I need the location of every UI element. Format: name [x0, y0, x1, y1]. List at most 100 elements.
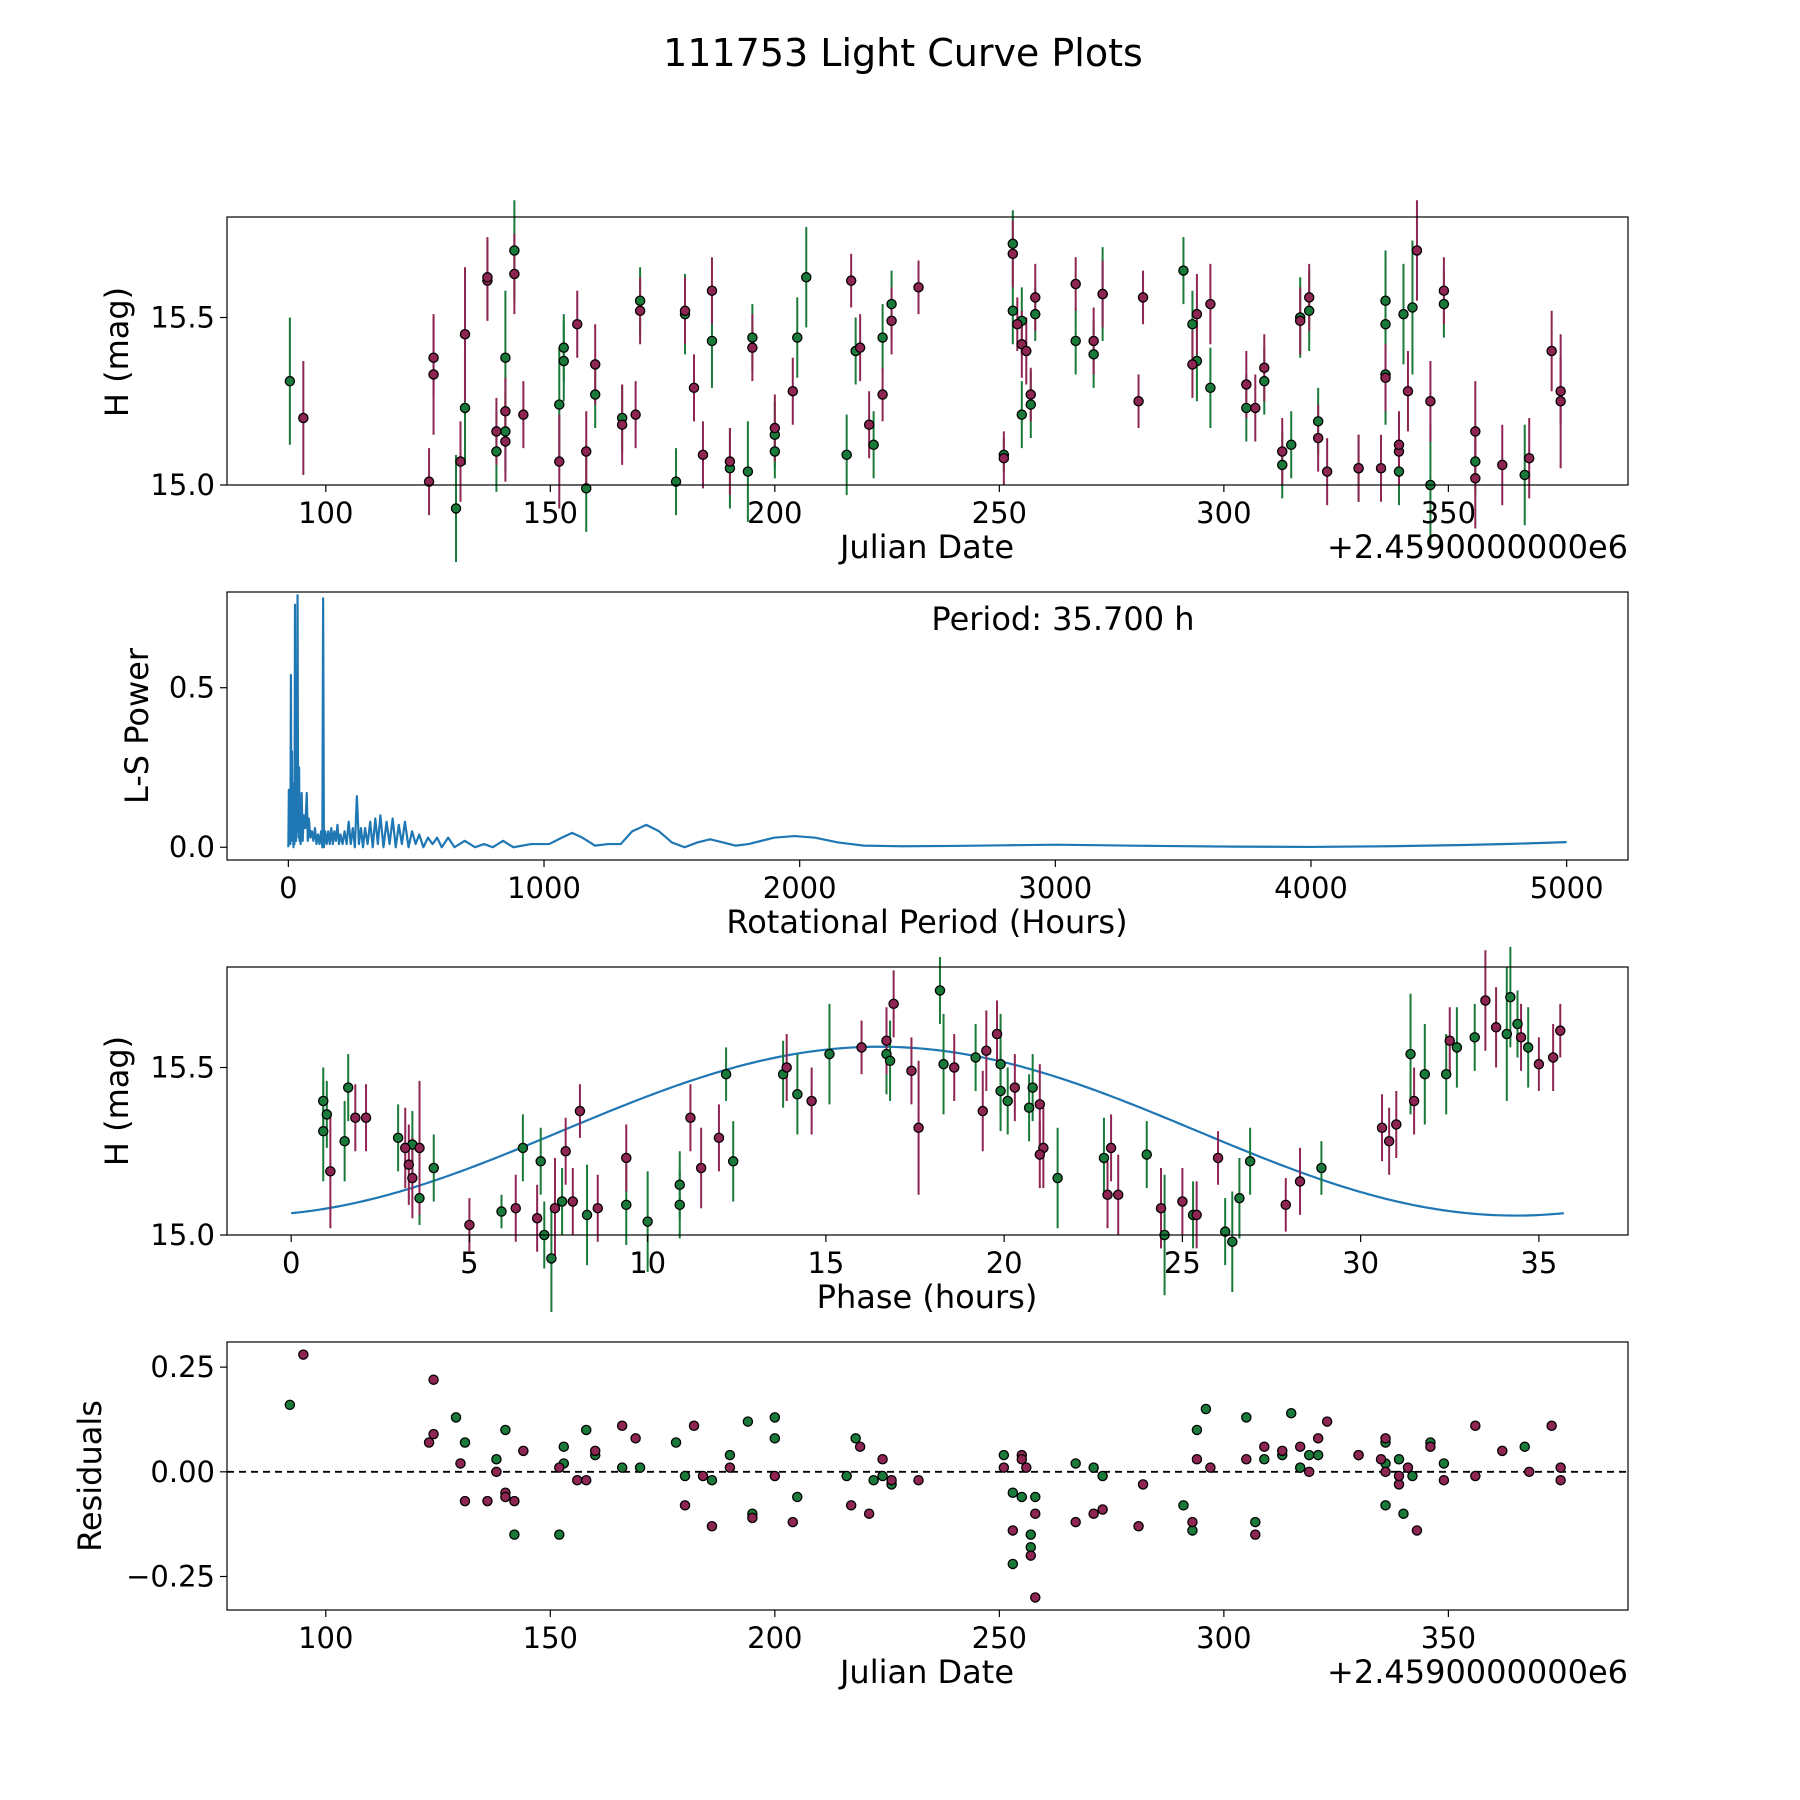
phased-point-green — [1316, 1162, 1327, 1174]
lightcurve-point-purple — [1137, 292, 1149, 303]
residuals-yticks: 0.25 0.00 −0.25 — [126, 1350, 227, 1594]
residuals-point-purple — [706, 1521, 718, 1532]
phased-point-purple — [695, 1162, 707, 1174]
residuals-point-purple — [854, 1441, 866, 1452]
residuals-point-purple — [554, 1462, 565, 1473]
residuals-point-purple — [298, 1349, 309, 1360]
phased-point-purple — [977, 1105, 989, 1117]
residuals-frame — [226, 1341, 1629, 1611]
residuals-point-purple — [1497, 1445, 1508, 1457]
residuals-point-purple — [1133, 1521, 1144, 1532]
phased-xtick-label: 10 — [629, 1246, 666, 1280]
lightcurve-point-purple — [459, 328, 471, 340]
lightcurve-point-purple — [1438, 285, 1450, 296]
phased-ytick-label: 15.5 — [150, 1051, 215, 1085]
lightcurve-point-purple — [877, 389, 888, 400]
residuals-point-green — [616, 1462, 628, 1473]
lightcurve-point-purple — [787, 385, 799, 397]
lightcurve-point-purple — [1470, 473, 1481, 484]
phased-point-green — [1505, 991, 1516, 1003]
lightcurve-point-purple — [1187, 359, 1198, 370]
lightcurve-point-green — [1016, 409, 1028, 420]
lightcurve-point-green — [769, 446, 781, 457]
lightcurve-point-purple — [616, 419, 628, 430]
periodogram-xtick-label: 1000 — [507, 871, 581, 905]
lightcurve-point-purple — [1241, 379, 1252, 390]
phased-point-purple — [403, 1159, 415, 1170]
lightcurve-point-purple — [706, 285, 718, 296]
residuals-point-green — [841, 1470, 852, 1482]
lightcurve-point-purple — [554, 456, 565, 467]
residuals-point-purple — [787, 1516, 799, 1528]
residuals-xtick-label: 100 — [298, 1621, 353, 1655]
residuals-point-green — [792, 1491, 803, 1503]
phased-point-green — [1023, 1102, 1035, 1113]
phased-point-green — [318, 1125, 329, 1137]
lightcurve-point-green — [1407, 302, 1418, 313]
residuals-point-green — [1294, 1462, 1306, 1473]
lightcurve-point-purple — [500, 406, 511, 417]
residuals-point-purple — [1321, 1416, 1333, 1427]
residuals-point-purple — [1470, 1470, 1481, 1482]
residuals-point-purple — [630, 1433, 641, 1444]
residuals-xtick-label: 200 — [747, 1621, 802, 1655]
periodogram-xtick-label: 5000 — [1530, 871, 1604, 905]
residuals-point-green — [679, 1470, 691, 1482]
phased-point-green — [1227, 1236, 1238, 1247]
lightcurve-point-purple — [1276, 446, 1288, 457]
phased-fit-curve — [291, 1045, 1564, 1217]
residuals-offset-label: +2.4590000000e6 — [1327, 1653, 1628, 1691]
residuals-point-green — [998, 1449, 1010, 1461]
residuals-point-purple — [1402, 1462, 1414, 1473]
phased-point-purple — [1177, 1196, 1188, 1207]
residuals-point-purple — [500, 1491, 511, 1503]
phased-point-green — [1419, 1068, 1431, 1080]
residuals-point-purple — [1250, 1529, 1261, 1540]
lightcurve-point-purple — [1375, 462, 1387, 474]
lightcurve-panel: 100 150 200 250 300 350 15.515.0 Julian Date … — [98, 200, 1629, 566]
lightcurve-point-purple — [589, 359, 601, 370]
residuals-point-purple — [863, 1508, 875, 1519]
residuals-point-green — [1380, 1500, 1391, 1511]
residuals-point-purple — [1007, 1525, 1019, 1536]
phased-point-green — [1002, 1095, 1013, 1107]
lightcurve-point-green — [1380, 318, 1391, 330]
lightcurve-point-purple — [1353, 462, 1364, 474]
residuals-point-purple — [1555, 1462, 1566, 1473]
phased-point-purple — [414, 1142, 425, 1154]
residuals-point-green — [1393, 1454, 1405, 1465]
phased-point-purple — [1555, 1025, 1566, 1036]
phased-point-purple — [1009, 1082, 1021, 1093]
phased-point-purple — [1547, 1052, 1559, 1063]
phased-xlabel: Phase (hours) — [817, 1278, 1038, 1316]
lightcurve-point-purple — [1380, 372, 1391, 384]
residuals-point-purple — [1016, 1454, 1028, 1465]
residuals-point-purple — [482, 1495, 493, 1507]
lightcurve-point-purple — [428, 369, 439, 380]
residuals-point-green — [1025, 1529, 1037, 1540]
lightcurve-point-purple — [482, 272, 493, 283]
phased-point-purple — [621, 1152, 632, 1164]
phased-point-green — [318, 1095, 329, 1107]
lightcurve-yticks: 15.5 15.0 — [150, 301, 227, 502]
residuals-point-green — [1007, 1487, 1019, 1499]
lightcurve-point-purple — [1070, 278, 1081, 290]
periodogram-xticks: 0 1000 2000 3000 4000 5000 — [279, 860, 1604, 905]
phased-point-green — [1512, 1018, 1523, 1030]
residuals-point-purple — [1438, 1474, 1450, 1486]
lightcurve-point-purple — [1555, 385, 1566, 397]
phased-point-green — [1141, 1149, 1152, 1160]
lightcurve-point-green — [558, 355, 570, 367]
phased-point-green — [674, 1199, 685, 1211]
phased-point-green — [535, 1156, 546, 1167]
lightcurve-point-purple — [1303, 292, 1315, 303]
lightcurve-point-purple — [1546, 345, 1557, 357]
residuals-point-green — [1285, 1407, 1297, 1419]
residuals-point-green — [450, 1412, 462, 1423]
residuals-point-purple — [491, 1466, 502, 1478]
lightcurve-point-purple — [500, 436, 511, 447]
residuals-xticks: 100 150 200 250 300 350 — [298, 1610, 1476, 1655]
lightcurve-point-purple — [428, 352, 439, 363]
residuals-point-green — [1097, 1470, 1108, 1482]
lightcurve-point-purple — [509, 268, 520, 280]
